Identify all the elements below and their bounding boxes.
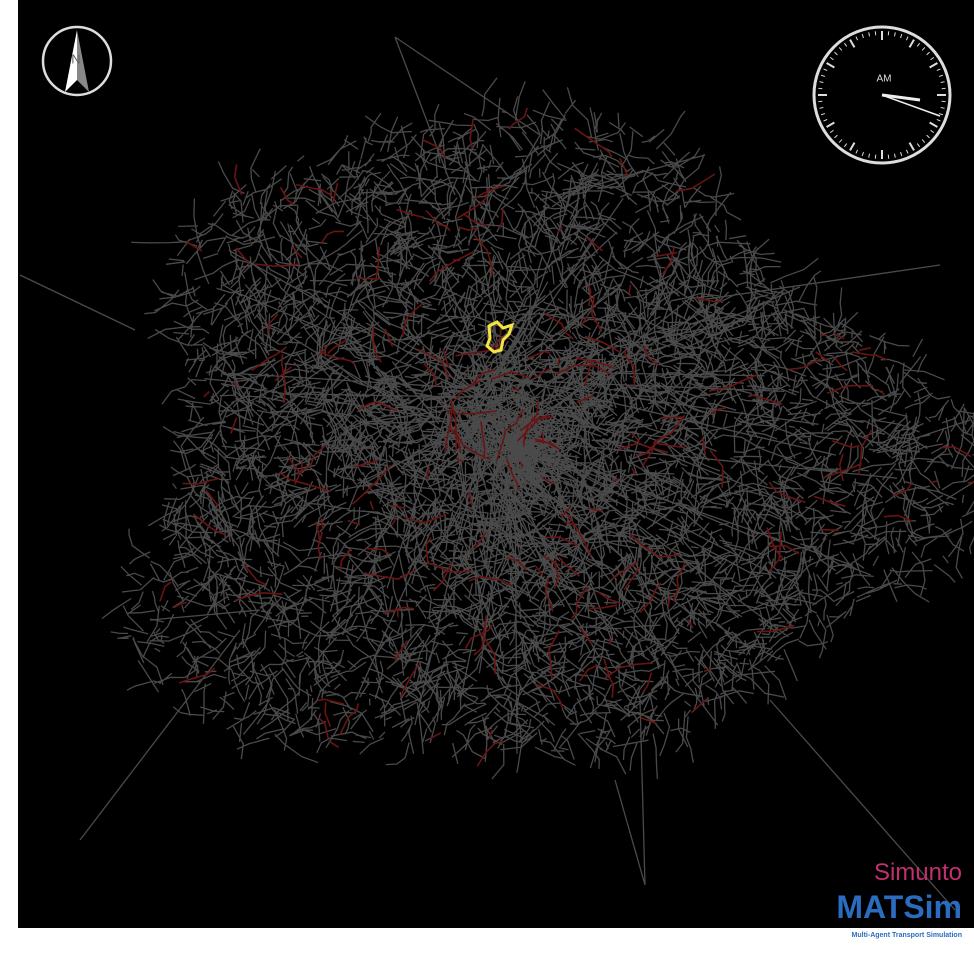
product-tagline: Multi-Agent Transport Simulation	[852, 932, 962, 939]
compass-label: N	[71, 51, 80, 66]
brand-name: Simunto	[874, 859, 962, 886]
page: N AM Simunto MATSim Multi-Agent Transpor…	[0, 0, 974, 953]
clock-label: AM	[877, 74, 892, 85]
map-view: N AM Simunto MATSim Multi-Agent Transpor…	[0, 0, 974, 953]
product-name: MATSim	[836, 889, 962, 925]
